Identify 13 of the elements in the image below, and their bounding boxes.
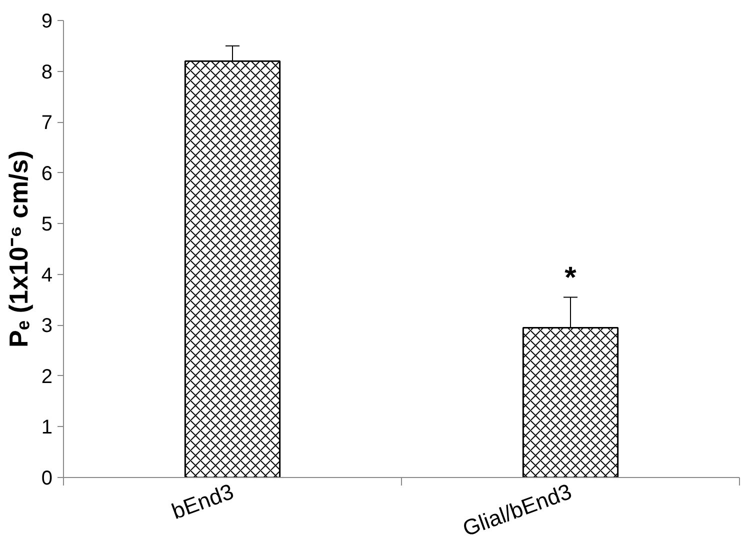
y-tick-label: 9 [41,10,52,32]
y-tick-label: 7 [41,112,52,134]
y-tick-label: 8 [41,61,52,84]
y-tick-label: 6 [41,162,52,185]
y-tick-label: 0 [41,468,52,490]
y-tick-label: 2 [41,366,52,388]
annotation: * [564,262,577,295]
x-tick-label: bEnd3 [168,478,237,524]
y-tick-label: 5 [41,214,52,236]
y-tick-label: 3 [41,315,52,338]
y-tick-label: 1 [41,416,52,439]
y-tick-label: 4 [41,264,52,286]
y-axis-title: Pₑ (1x10⁻⁶ cm/s) [3,150,34,348]
